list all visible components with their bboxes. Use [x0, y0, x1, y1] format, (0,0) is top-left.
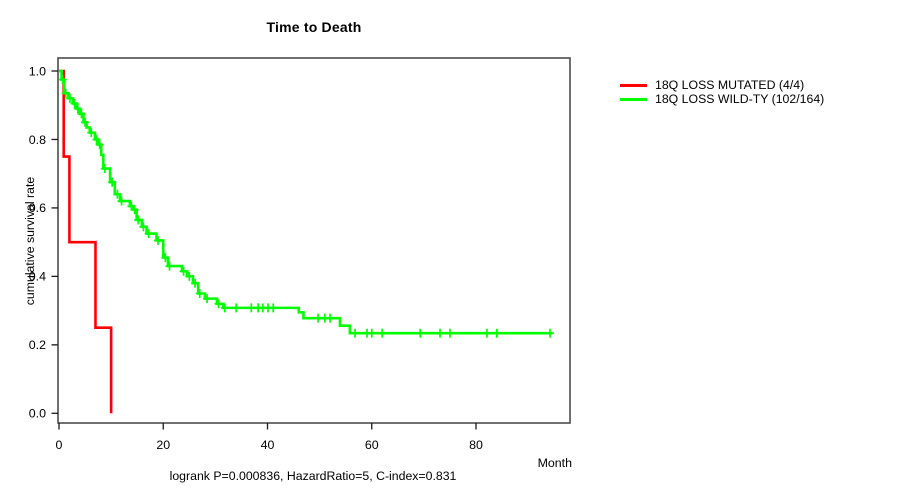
y-tick-label: 1.0 [29, 64, 46, 78]
y-tick-label: 0.6 [29, 201, 46, 215]
y-tick-label: 0.4 [29, 270, 46, 284]
legend-label-wildtype: 18Q LOSS WILD-TY (102/164) [655, 92, 825, 106]
green-line-swatch-icon [620, 97, 647, 101]
x-axis-label: Month [537, 456, 572, 470]
x-tick-label: 40 [261, 438, 275, 452]
x-tick-label: 20 [156, 438, 170, 452]
km-curve [59, 69, 113, 414]
km-curve [59, 69, 553, 335]
chart-title: Time to Death [266, 19, 362, 35]
x-tick-label: 60 [365, 438, 379, 452]
y-tick-label: 0.8 [29, 133, 46, 147]
legend-label-mutated: 18Q LOSS MUTATED (4/4) [655, 78, 805, 92]
stats-caption: logrank P=0.000836, HazardRatio=5, C-ind… [169, 469, 457, 483]
red-line-swatch-icon [620, 83, 647, 87]
legend-item-wildtype: 18Q LOSS WILD-TY (102/164) [620, 92, 824, 106]
y-tick-label: 0.2 [29, 338, 46, 352]
legend-item-mutated: 18Q LOSS MUTATED (4/4) [620, 78, 824, 92]
legend: 18Q LOSS MUTATED (4/4) 18Q LOSS WILD-TY … [620, 78, 824, 106]
y-tick-label: 0.0 [29, 407, 46, 421]
x-tick-label: 80 [469, 438, 483, 452]
x-tick-label: 0 [56, 438, 63, 452]
plot-box [57, 57, 571, 424]
